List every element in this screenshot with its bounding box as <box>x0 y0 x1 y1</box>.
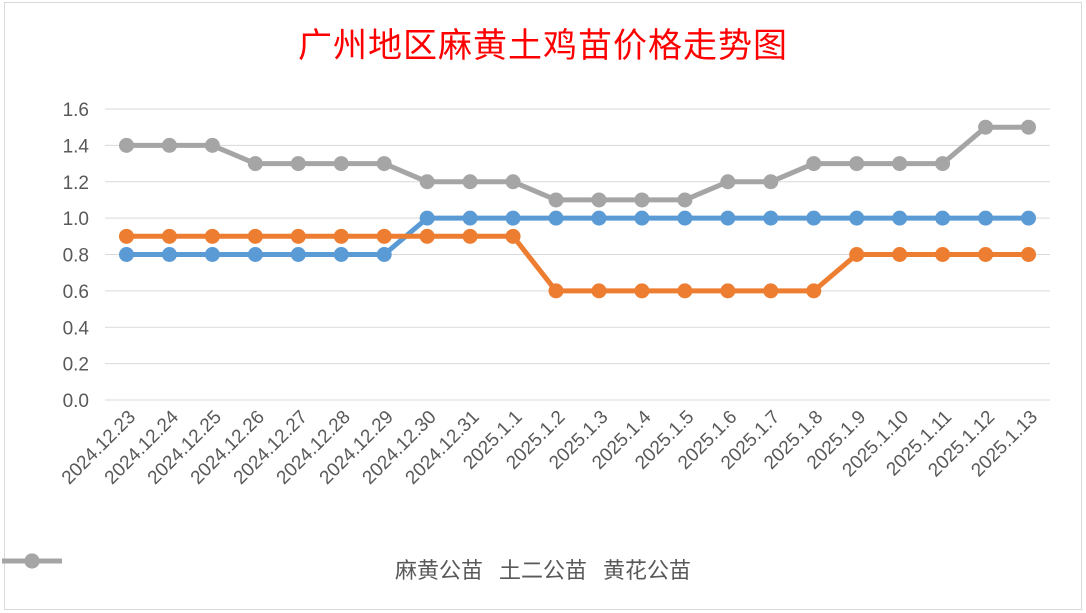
legend-item-mahuang: 麻黄公苗 <box>2 553 483 585</box>
data-point-tuer <box>763 283 779 299</box>
data-point-mahuang <box>892 210 908 226</box>
data-point-mahuang <box>118 247 134 262</box>
data-point-huanghua <box>892 156 908 172</box>
y-tick-label: 0.0 <box>63 391 89 412</box>
data-point-huanghua <box>634 192 650 208</box>
data-point-tuer <box>505 228 521 244</box>
data-point-tuer <box>677 283 693 299</box>
data-point-tuer <box>1021 247 1037 262</box>
data-point-tuer <box>247 228 263 244</box>
legend-label: 土二公苗 <box>498 559 587 584</box>
data-point-mahuang <box>720 210 736 226</box>
data-point-huanghua <box>333 156 349 172</box>
data-point-tuer <box>548 283 564 299</box>
y-tick-label: 1.4 <box>63 136 90 157</box>
data-point-mahuang <box>849 210 865 226</box>
data-point-huanghua <box>978 119 994 135</box>
data-point-huanghua <box>376 156 392 172</box>
data-point-tuer <box>892 247 908 262</box>
data-point-huanghua <box>290 156 306 172</box>
data-point-tuer <box>118 228 134 244</box>
data-point-mahuang <box>161 247 177 262</box>
data-point-mahuang <box>806 210 822 226</box>
y-tick-label: 0.8 <box>63 246 89 267</box>
series-line-mahuang <box>126 215 1029 257</box>
data-point-tuer <box>333 228 349 244</box>
data-point-mahuang <box>1021 210 1037 226</box>
data-point-tuer <box>935 247 951 262</box>
chart-frame <box>4 2 1082 610</box>
data-point-tuer <box>290 228 306 244</box>
data-point-huanghua <box>505 174 521 190</box>
y-tick-label: 0.6 <box>63 282 89 303</box>
data-point-tuer <box>462 228 478 244</box>
data-point-huanghua <box>247 156 263 172</box>
y-tick-label: 0.2 <box>63 355 89 376</box>
series-line-tuer <box>126 233 1029 294</box>
data-point-tuer <box>978 247 994 262</box>
data-point-mahuang <box>978 210 994 226</box>
data-point-huanghua <box>849 156 865 172</box>
data-point-huanghua <box>935 156 951 172</box>
data-point-mahuang <box>419 210 435 226</box>
data-point-mahuang <box>247 247 263 262</box>
legend-item-tuer: 土二公苗 <box>2 553 587 585</box>
data-point-mahuang <box>376 247 392 262</box>
data-point-tuer <box>720 283 736 299</box>
data-point-tuer <box>204 228 220 244</box>
data-point-huanghua <box>161 137 177 153</box>
data-point-huanghua <box>548 192 564 208</box>
data-point-mahuang <box>548 210 564 226</box>
data-point-tuer <box>419 228 435 244</box>
y-tick-label: 0.4 <box>63 318 90 339</box>
data-point-mahuang <box>591 210 607 226</box>
data-point-tuer <box>591 283 607 299</box>
data-point-huanghua <box>462 174 478 190</box>
series-line-huanghua <box>126 124 1029 203</box>
data-point-mahuang <box>290 247 306 262</box>
data-point-mahuang <box>505 210 521 226</box>
data-point-huanghua <box>1021 119 1037 135</box>
data-point-mahuang <box>462 210 478 226</box>
y-tick-label: 1.2 <box>63 173 89 194</box>
data-point-huanghua <box>204 137 220 153</box>
data-point-tuer <box>849 247 865 262</box>
data-point-huanghua <box>591 192 607 208</box>
data-point-mahuang <box>763 210 779 226</box>
chart-title: 广州地区麻黄土鸡苗价格走势图 <box>298 26 788 66</box>
legend-label: 黄花公苗 <box>603 559 692 584</box>
data-point-mahuang <box>333 247 349 262</box>
data-point-huanghua <box>720 174 736 190</box>
data-point-huanghua <box>806 156 822 172</box>
data-point-tuer <box>161 228 177 244</box>
legend-label: 麻黄公苗 <box>394 559 483 584</box>
chart-legend: 麻黄公苗 土二公苗 黄花公苗 <box>0 551 1086 587</box>
legend-swatch-marker <box>24 553 40 569</box>
data-point-mahuang <box>935 210 951 226</box>
legend-swatch <box>2 553 62 569</box>
data-point-mahuang <box>204 247 220 262</box>
data-point-huanghua <box>677 192 693 208</box>
data-point-mahuang <box>634 210 650 226</box>
data-point-huanghua <box>763 174 779 190</box>
data-point-huanghua <box>118 137 134 153</box>
y-tick-label: 1.6 <box>63 100 89 121</box>
data-point-mahuang <box>677 210 693 226</box>
data-point-tuer <box>376 228 392 244</box>
legend-item-huanghua: 黄花公苗 <box>2 553 692 585</box>
data-point-tuer <box>634 283 650 299</box>
y-tick-label: 1.0 <box>63 209 89 230</box>
data-point-huanghua <box>419 174 435 190</box>
data-point-tuer <box>806 283 822 299</box>
